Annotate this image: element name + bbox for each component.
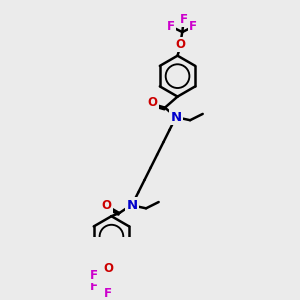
Text: F: F — [104, 287, 112, 300]
Text: O: O — [103, 262, 113, 275]
Text: F: F — [180, 13, 188, 26]
Text: N: N — [170, 111, 182, 124]
Text: F: F — [167, 20, 175, 33]
Text: F: F — [189, 20, 197, 33]
Text: O: O — [102, 199, 112, 212]
Text: F: F — [90, 269, 98, 282]
Text: O: O — [176, 38, 186, 51]
Text: O: O — [147, 96, 158, 110]
Text: N: N — [126, 199, 137, 212]
Text: F: F — [90, 280, 98, 293]
